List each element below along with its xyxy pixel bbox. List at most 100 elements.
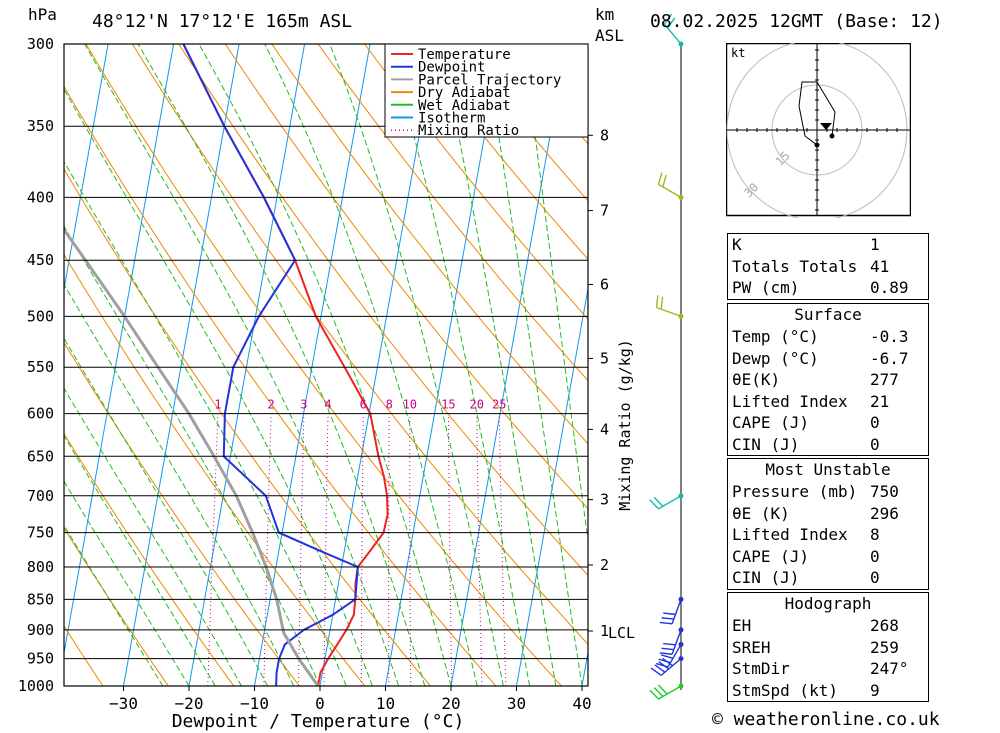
series-line-dewpoint bbox=[182, 44, 359, 686]
wet-adiabat-line bbox=[64, 225, 321, 686]
row-value: 0.89 bbox=[870, 278, 909, 297]
wind-barb bbox=[655, 295, 659, 308]
wet-adiabat-line bbox=[64, 88, 373, 686]
height-tick-label: 1 bbox=[600, 622, 609, 640]
surface-table: Surface Temp (°C) -0.3 Dewp (°C) -6.7 θE(K) 27… bbox=[727, 303, 929, 456]
wind-barb bbox=[657, 172, 663, 185]
table-row: CIN (J) 0 bbox=[728, 567, 928, 589]
pressure-tick-label: 750 bbox=[27, 524, 54, 542]
datetime-title: 08.02.2025 12GMT (Base: 12) bbox=[650, 11, 943, 32]
table-row: EH 268 bbox=[728, 615, 928, 637]
table-row: θE(K) 277 bbox=[728, 369, 928, 391]
table-row: Temp (°C) -0.3 bbox=[728, 326, 928, 348]
legend-entry: Temperature bbox=[418, 47, 511, 63]
mixing-ratio-label: 15 bbox=[441, 398, 455, 412]
pressure-tick-label: 350 bbox=[27, 117, 54, 135]
wind-barb bbox=[659, 652, 673, 655]
location-title: 48°12'N 17°12'E 165m ASL bbox=[92, 11, 353, 32]
dry-adiabat-line bbox=[643, 44, 720, 686]
wind-barb bbox=[654, 664, 666, 673]
wind-barb bbox=[662, 174, 667, 188]
isotherm-line bbox=[648, 44, 721, 686]
legend-entry: Mixing Ratio bbox=[418, 123, 519, 139]
pressure-tick-label: 650 bbox=[27, 447, 54, 465]
isotherm-line bbox=[450, 44, 568, 686]
row-value: 750 bbox=[870, 482, 899, 501]
pressure-tick-label: 600 bbox=[27, 405, 54, 423]
row-value: 268 bbox=[870, 616, 899, 635]
wet-adiabat-line bbox=[64, 524, 164, 686]
wet-adiabat-line bbox=[137, 44, 426, 686]
row-label: CAPE (J) bbox=[732, 546, 810, 566]
wet-adiabat-line bbox=[522, 44, 588, 544]
pressure-tick-label: 900 bbox=[27, 621, 54, 639]
wind-barb bbox=[663, 642, 676, 646]
temp-tick-label: 20 bbox=[441, 694, 460, 713]
hodograph-table-title: Hodograph bbox=[784, 594, 872, 613]
isotherm-line bbox=[64, 44, 109, 292]
pressure-tick-label: 850 bbox=[27, 590, 54, 608]
most-unstable-table: Most Unstable Pressure (mb) 750 θE (K) 296 Li… bbox=[727, 458, 929, 590]
wind-barb bbox=[662, 657, 673, 667]
wet-adiabat-line bbox=[64, 434, 216, 686]
mixing-ratio-line bbox=[447, 413, 453, 686]
hodograph: kt153045 bbox=[726, 43, 911, 218]
mixing-ratio-line bbox=[388, 413, 390, 686]
temp-tick-label: −10 bbox=[240, 694, 269, 713]
series-line-temperature bbox=[182, 44, 389, 686]
dry-adiabat-line bbox=[317, 44, 588, 382]
row-value: 277 bbox=[870, 370, 899, 389]
temp-tick-label: 0 bbox=[315, 694, 325, 713]
pressure-tick-label: 550 bbox=[27, 358, 54, 376]
table-row: CAPE (J) 0 bbox=[728, 412, 928, 434]
mixing-ratio-label: 4 bbox=[324, 398, 331, 412]
wind-barb bbox=[658, 495, 682, 510]
mixing-ratio-label: 10 bbox=[403, 398, 417, 412]
row-label: SREH bbox=[732, 637, 771, 657]
temp-tick-label: −30 bbox=[109, 694, 138, 713]
row-value: 296 bbox=[870, 503, 899, 523]
mixing-ratio-line bbox=[360, 413, 364, 686]
mixing-ratio-axis-label: Mixing Ratio (g/kg) bbox=[616, 339, 634, 511]
row-value: 0 bbox=[870, 546, 880, 566]
hodograph-unit: kt bbox=[731, 46, 745, 60]
wind-barb bbox=[649, 689, 659, 700]
row-value: 247° bbox=[870, 659, 909, 678]
pressure-tick-label: 950 bbox=[27, 650, 54, 668]
table-row: θE (K) 296 bbox=[728, 503, 928, 525]
table-row: StmDir 247° bbox=[728, 658, 928, 680]
wind-barb bbox=[663, 13, 673, 25]
row-label: θE(K) bbox=[732, 370, 781, 389]
isotherm-line bbox=[254, 44, 371, 686]
dry-adiabat-line bbox=[690, 44, 720, 686]
table-row: StmSpd (kt) 9 bbox=[728, 680, 928, 702]
row-value: -0.3 bbox=[870, 327, 909, 346]
storm-motion-marker bbox=[820, 123, 832, 130]
mixing-ratio-label: 20 bbox=[470, 398, 484, 412]
pressure-tick-label: 400 bbox=[27, 188, 54, 206]
skewt-chart: 3003504004505005506006507007508008509009… bbox=[18, 13, 721, 732]
dry-adiabat-line bbox=[271, 44, 588, 445]
row-value: 0 bbox=[870, 434, 880, 454]
wind-barb bbox=[659, 621, 673, 625]
plot-frame bbox=[63, 43, 589, 687]
plot-area bbox=[64, 44, 721, 686]
wet-adiabat-line bbox=[64, 387, 242, 686]
height-tick-label: 2 bbox=[600, 556, 609, 574]
temp-tick-label: 40 bbox=[572, 694, 591, 713]
legend-entry: Parcel Trajectory bbox=[418, 72, 561, 88]
wind-barb bbox=[671, 629, 682, 655]
wind-barb bbox=[658, 661, 670, 670]
row-value: 0 bbox=[870, 413, 880, 432]
table-row: Lifted Index 8 bbox=[728, 524, 928, 546]
height-tick-label: 6 bbox=[600, 276, 609, 294]
dry-adiabat-line bbox=[64, 253, 366, 686]
wet-adiabat-line bbox=[483, 44, 583, 686]
dry-adiabat-line bbox=[410, 44, 588, 261]
wind-barb bbox=[671, 599, 682, 625]
row-label: CIN (J) bbox=[732, 434, 800, 454]
mixing-ratio-label: 1 bbox=[214, 398, 221, 412]
mixing-ratio-line bbox=[409, 413, 412, 686]
table-row: Pressure (mb) 750 bbox=[728, 481, 928, 503]
